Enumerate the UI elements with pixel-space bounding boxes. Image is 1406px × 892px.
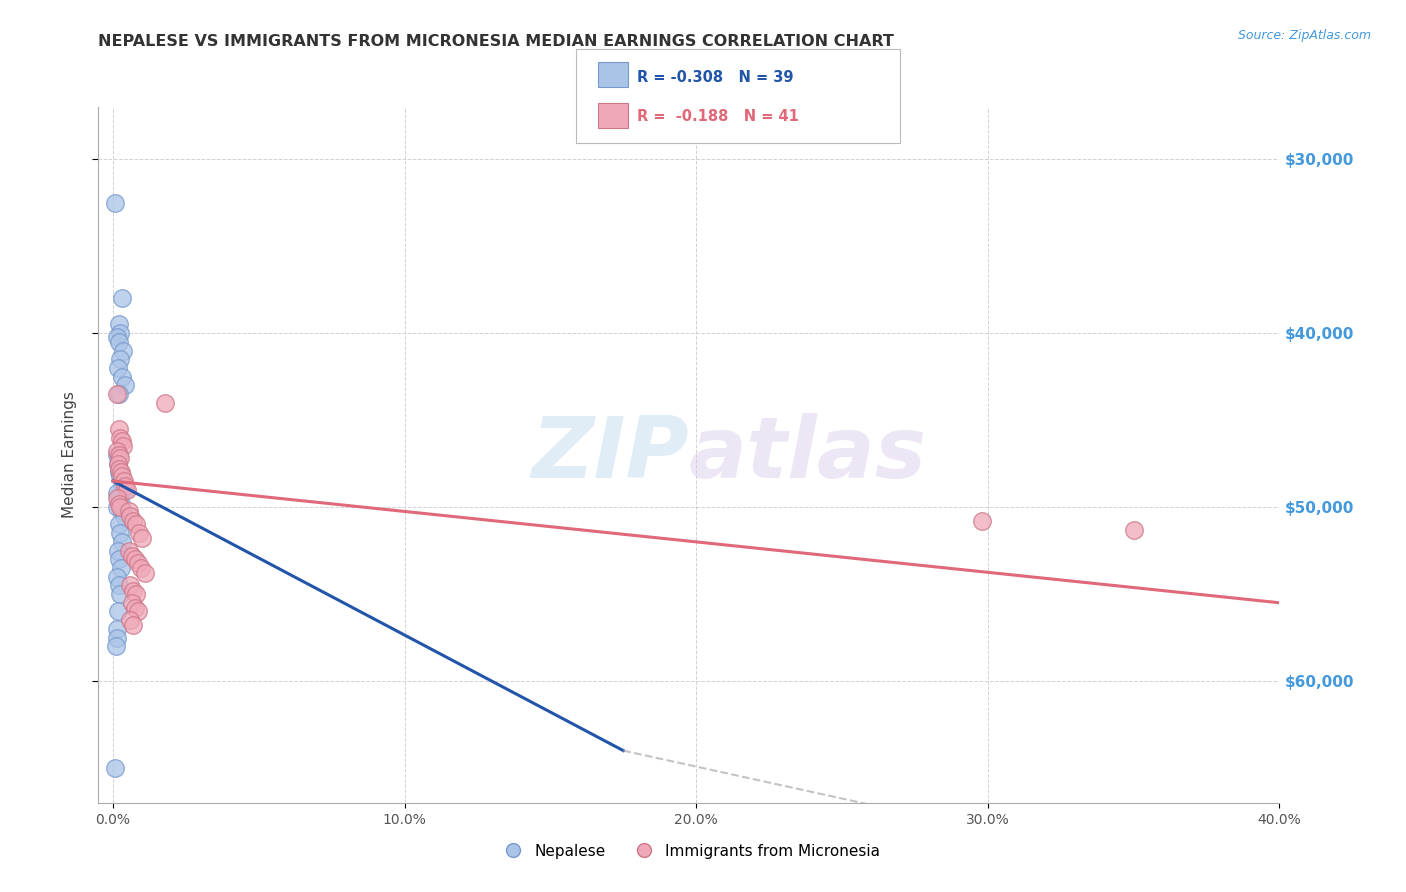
Point [104,195,127,210]
Point [105,387,128,401]
Point [118,543,141,558]
Point [124,601,146,615]
Point [120,508,142,523]
Point [134,566,156,581]
Point [112,479,135,493]
Point [111,369,134,384]
Point [108,448,131,462]
Point [105,500,128,515]
Point [120,613,142,627]
Point [107,457,129,471]
Point [110,500,132,515]
Point [131,532,153,546]
Y-axis label: Median Earnings: Median Earnings [62,392,77,518]
Point [120,578,142,592]
Point [110,587,132,601]
Point [112,439,135,453]
Text: atlas: atlas [689,413,927,497]
Point [107,361,129,376]
Point [107,457,129,471]
Point [122,583,145,598]
Point [1122,523,1144,537]
Point [121,549,143,563]
Point [155,396,177,410]
Point [118,503,141,517]
Point [121,596,143,610]
Point [105,329,128,343]
Point [105,622,128,636]
Point [107,543,129,558]
Text: R =  -0.188   N = 41: R = -0.188 N = 41 [637,109,799,124]
Point [111,468,134,483]
Point [108,491,131,506]
Point [129,561,152,575]
Point [112,474,135,488]
Point [128,526,150,541]
Point [112,343,135,358]
Point [105,486,128,500]
Point [105,444,128,458]
Text: NEPALESE VS IMMIGRANTS FROM MICRONESIA MEDIAN EARNINGS CORRELATION CHART: NEPALESE VS IMMIGRANTS FROM MICRONESIA M… [98,34,894,49]
Text: R = -0.308   N = 39: R = -0.308 N = 39 [637,70,793,85]
Point [115,483,138,497]
Point [108,318,131,332]
Point [107,605,129,619]
Point [114,378,136,392]
Point [122,514,145,528]
Point [110,352,132,367]
Point [108,497,131,511]
Point [127,556,149,570]
Point [108,578,131,592]
Point [110,451,132,466]
Point [108,462,131,476]
Point [122,618,145,632]
Point [111,434,134,448]
Point [108,422,131,436]
Text: ZIP: ZIP [531,413,689,497]
Point [110,431,132,445]
Point [110,326,132,341]
Point [108,552,131,566]
Point [111,535,134,549]
Point [111,292,134,306]
Point [114,483,136,497]
Point [110,497,132,511]
Point [111,474,134,488]
Point [108,334,131,349]
Point [108,517,131,532]
Point [125,587,148,601]
Point [104,761,127,775]
Point [110,468,132,483]
Point [114,479,136,493]
Point [127,605,149,619]
Point [105,448,128,462]
Point [125,517,148,532]
Legend: Nepalese, Immigrants from Micronesia: Nepalese, Immigrants from Micronesia [492,838,886,864]
Point [112,508,135,523]
Point [108,387,131,401]
Text: Source: ZipAtlas.com: Source: ZipAtlas.com [1237,29,1371,42]
Point [110,561,132,575]
Point [104,640,127,654]
Point [105,631,128,645]
Point [110,526,132,541]
Point [108,466,131,480]
Point [105,491,128,506]
Point [110,466,132,480]
Point [105,570,128,584]
Point [111,503,134,517]
Point [970,514,993,528]
Point [124,552,146,566]
